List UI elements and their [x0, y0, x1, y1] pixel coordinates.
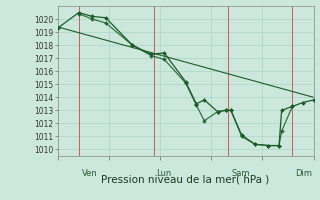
- X-axis label: Pression niveau de la mer( hPa ): Pression niveau de la mer( hPa ): [101, 174, 270, 184]
- Text: Lun: Lun: [156, 168, 172, 178]
- Text: Dim: Dim: [295, 168, 312, 178]
- Text: Sam: Sam: [231, 168, 250, 178]
- Text: Ven: Ven: [82, 168, 97, 178]
